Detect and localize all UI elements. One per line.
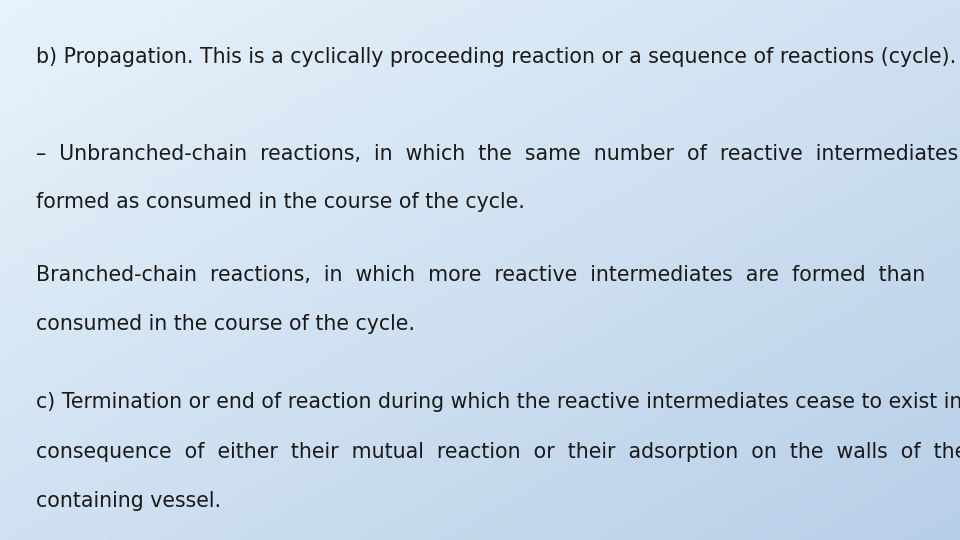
Text: c) Termination or end of reaction during which the reactive intermediates cease : c) Termination or end of reaction during… bbox=[36, 392, 960, 413]
Text: consequence  of  either  their  mutual  reaction  or  their  adsorption  on  the: consequence of either their mutual react… bbox=[36, 442, 960, 462]
Text: containing vessel.: containing vessel. bbox=[36, 491, 222, 511]
Text: b) Propagation. This is a cyclically proceeding reaction or a sequence of reacti: b) Propagation. This is a cyclically pro… bbox=[36, 46, 957, 67]
Text: –  Unbranched-chain  reactions,  in  which  the  same  number  of  reactive  int: – Unbranched-chain reactions, in which t… bbox=[36, 144, 960, 164]
Text: consumed in the course of the cycle.: consumed in the course of the cycle. bbox=[36, 314, 416, 334]
Text: Branched-chain  reactions,  in  which  more  reactive  intermediates  are  forme: Branched-chain reactions, in which more … bbox=[36, 265, 925, 286]
Text: formed as consumed in the course of the cycle.: formed as consumed in the course of the … bbox=[36, 192, 525, 213]
